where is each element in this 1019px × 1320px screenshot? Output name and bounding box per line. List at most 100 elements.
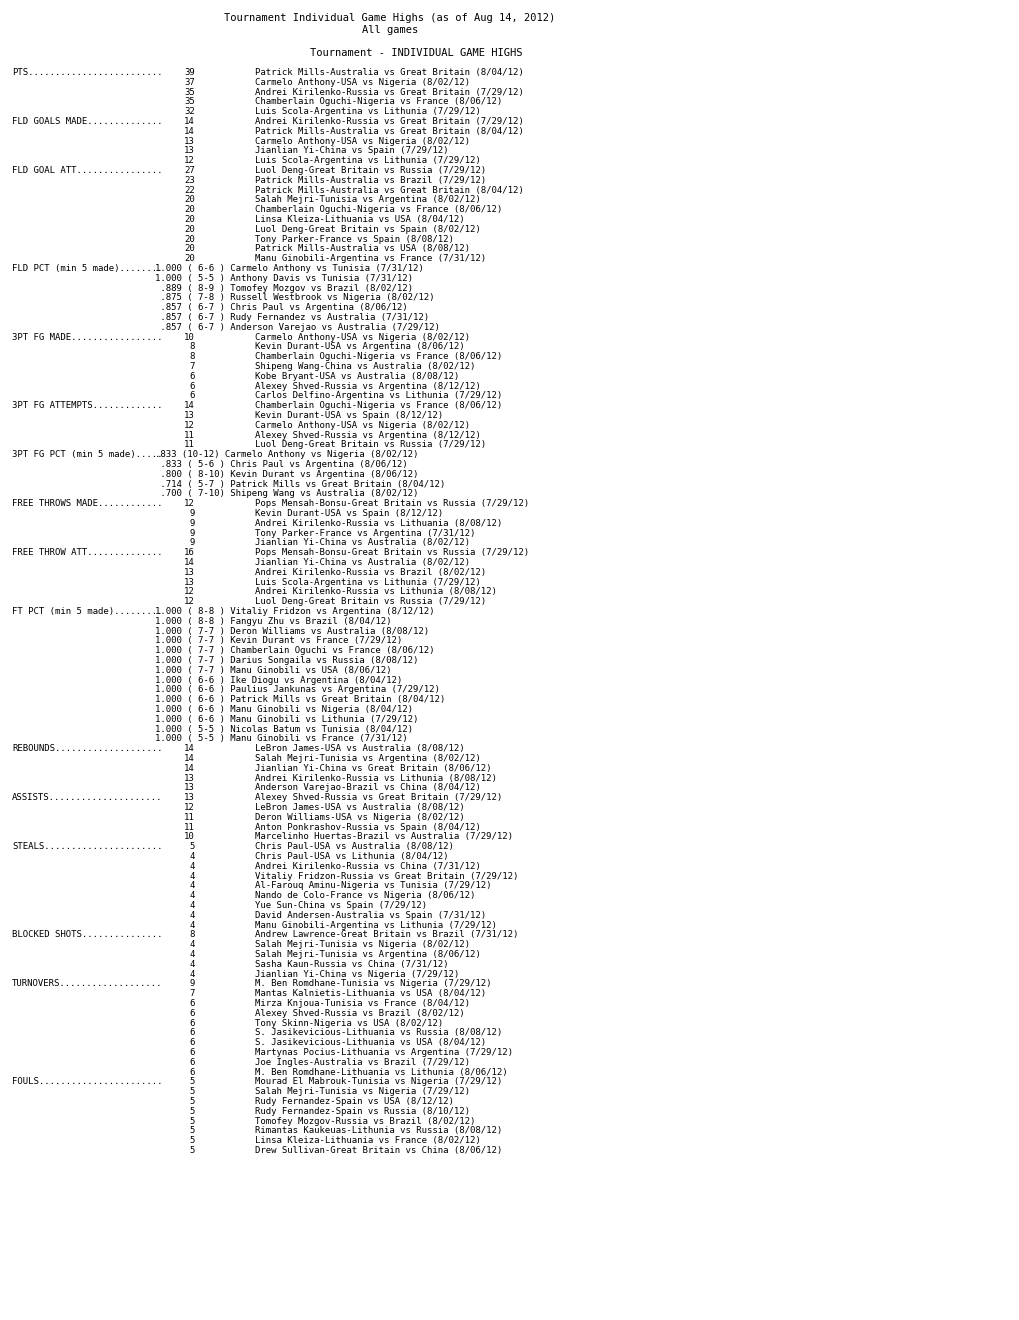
Text: 6: 6	[190, 1068, 195, 1077]
Text: Deron Williams-USA vs Nigeria (8/02/12): Deron Williams-USA vs Nigeria (8/02/12)	[255, 813, 465, 822]
Text: 9: 9	[190, 528, 195, 537]
Text: 20: 20	[184, 215, 195, 224]
Text: 35: 35	[184, 98, 195, 107]
Text: 14: 14	[184, 744, 195, 754]
Text: 20: 20	[184, 255, 195, 263]
Text: FLD GOAL ATT................: FLD GOAL ATT................	[12, 166, 162, 176]
Text: Anderson Varejao-Brazil vs China (8/04/12): Anderson Varejao-Brazil vs China (8/04/1…	[255, 783, 480, 792]
Text: 7: 7	[190, 362, 195, 371]
Text: 6: 6	[190, 1048, 195, 1057]
Text: 14: 14	[184, 401, 195, 411]
Text: Andrei Kirilenko-Russia vs Brazil (8/02/12): Andrei Kirilenko-Russia vs Brazil (8/02/…	[255, 568, 486, 577]
Text: 5: 5	[190, 1137, 195, 1146]
Text: 4: 4	[190, 940, 195, 949]
Text: Alexey Shved-Russia vs Great Britain (7/29/12): Alexey Shved-Russia vs Great Britain (7/…	[255, 793, 501, 803]
Text: 5: 5	[190, 1117, 195, 1126]
Text: FLD PCT (min 5 made)........: FLD PCT (min 5 made)........	[12, 264, 162, 273]
Text: REBOUNDS....................: REBOUNDS....................	[12, 744, 162, 754]
Text: Manu Ginobili-Argentina vs France (7/31/12): Manu Ginobili-Argentina vs France (7/31/…	[255, 255, 486, 263]
Text: Linsa Kleiza-Lithuania vs USA (8/04/12): Linsa Kleiza-Lithuania vs USA (8/04/12)	[255, 215, 465, 224]
Text: FLD GOALS MADE..............: FLD GOALS MADE..............	[12, 117, 162, 125]
Text: 1.000 ( 7-7 ) Kevin Durant vs France (7/29/12): 1.000 ( 7-7 ) Kevin Durant vs France (7/…	[155, 636, 401, 645]
Text: 9: 9	[190, 510, 195, 517]
Text: 10: 10	[184, 333, 195, 342]
Text: Shipeng Wang-China vs Australia (8/02/12): Shipeng Wang-China vs Australia (8/02/12…	[255, 362, 475, 371]
Text: Tournament - INDIVIDUAL GAME HIGHS: Tournament - INDIVIDUAL GAME HIGHS	[310, 48, 522, 58]
Text: 9: 9	[190, 979, 195, 989]
Text: Rudy Fernandez-Spain vs Russia (8/10/12): Rudy Fernandez-Spain vs Russia (8/10/12)	[255, 1106, 470, 1115]
Text: 4: 4	[190, 960, 195, 969]
Text: 1.000 ( 7-7 ) Darius Songaila vs Russia (8/08/12): 1.000 ( 7-7 ) Darius Songaila vs Russia …	[155, 656, 418, 665]
Text: Andrei Kirilenko-Russia vs Lithunia (8/08/12): Andrei Kirilenko-Russia vs Lithunia (8/0…	[255, 774, 496, 783]
Text: Salah Mejri-Tunisia vs Nigeria (8/02/12): Salah Mejri-Tunisia vs Nigeria (8/02/12)	[255, 940, 470, 949]
Text: 4: 4	[190, 902, 195, 909]
Text: M. Ben Romdhane-Tunisia vs Nigeria (7/29/12): M. Ben Romdhane-Tunisia vs Nigeria (7/29…	[255, 979, 491, 989]
Text: 5: 5	[190, 1088, 195, 1096]
Text: 12: 12	[184, 156, 195, 165]
Text: STEALS......................: STEALS......................	[12, 842, 162, 851]
Text: 14: 14	[184, 754, 195, 763]
Text: Yue Sun-China vs Spain (7/29/12): Yue Sun-China vs Spain (7/29/12)	[255, 902, 427, 909]
Text: FOULS.......................: FOULS.......................	[12, 1077, 162, 1086]
Text: Andrei Kirilenko-Russia vs China (7/31/12): Andrei Kirilenko-Russia vs China (7/31/1…	[255, 862, 480, 871]
Text: Patrick Mills-Australia vs Great Britain (8/04/12): Patrick Mills-Australia vs Great Britain…	[255, 127, 523, 136]
Text: 4: 4	[190, 970, 195, 978]
Text: 1.000 ( 6-6 ) Carmelo Anthony vs Tunisia (7/31/12): 1.000 ( 6-6 ) Carmelo Anthony vs Tunisia…	[155, 264, 423, 273]
Text: 6: 6	[190, 381, 195, 391]
Text: 39: 39	[184, 69, 195, 77]
Text: .857 ( 6-7 ) Rudy Fernandez vs Australia (7/31/12): .857 ( 6-7 ) Rudy Fernandez vs Australia…	[155, 313, 429, 322]
Text: Tomofey Mozgov-Russia vs Brazil (8/02/12): Tomofey Mozgov-Russia vs Brazil (8/02/12…	[255, 1117, 475, 1126]
Text: 6: 6	[190, 372, 195, 380]
Text: Rudy Fernandez-Spain vs USA (8/12/12): Rudy Fernandez-Spain vs USA (8/12/12)	[255, 1097, 453, 1106]
Text: Alexey Shved-Russia vs Argentina (8/12/12): Alexey Shved-Russia vs Argentina (8/12/1…	[255, 430, 480, 440]
Text: 1.000 ( 5-5 ) Manu Ginobili vs France (7/31/12): 1.000 ( 5-5 ) Manu Ginobili vs France (7…	[155, 734, 408, 743]
Text: .833 ( 5-6 ) Chris Paul vs Argentina (8/06/12): .833 ( 5-6 ) Chris Paul vs Argentina (8/…	[155, 459, 408, 469]
Text: Kevin Durant-USA vs Spain (8/12/12): Kevin Durant-USA vs Spain (8/12/12)	[255, 411, 442, 420]
Text: 13: 13	[184, 793, 195, 803]
Text: 4: 4	[190, 871, 195, 880]
Text: 6: 6	[190, 1039, 195, 1047]
Text: 6: 6	[190, 999, 195, 1008]
Text: Andrei Kirilenko-Russia vs Lithunia (8/08/12): Andrei Kirilenko-Russia vs Lithunia (8/0…	[255, 587, 496, 597]
Text: Tony Parker-France vs Argentina (7/31/12): Tony Parker-France vs Argentina (7/31/12…	[255, 528, 475, 537]
Text: 1.000 ( 6-6 ) Manu Ginobili vs Lithunia (7/29/12): 1.000 ( 6-6 ) Manu Ginobili vs Lithunia …	[155, 715, 418, 723]
Text: Sasha Kaun-Russia vs China (7/31/12): Sasha Kaun-Russia vs China (7/31/12)	[255, 960, 448, 969]
Text: 13: 13	[184, 783, 195, 792]
Text: 20: 20	[184, 224, 195, 234]
Text: 1.000 ( 7-7 ) Chamberlain Oguchi vs France (8/06/12): 1.000 ( 7-7 ) Chamberlain Oguchi vs Fran…	[155, 647, 434, 655]
Text: Joe Ingles-Australia vs Brazil (7/29/12): Joe Ingles-Australia vs Brazil (7/29/12)	[255, 1057, 470, 1067]
Text: 20: 20	[184, 195, 195, 205]
Text: All games: All games	[362, 25, 418, 36]
Text: 4: 4	[190, 950, 195, 960]
Text: 3PT FG ATTEMPTS.............: 3PT FG ATTEMPTS.............	[12, 401, 162, 411]
Text: 14: 14	[184, 127, 195, 136]
Text: 35: 35	[184, 87, 195, 96]
Text: David Andersen-Australia vs Spain (7/31/12): David Andersen-Australia vs Spain (7/31/…	[255, 911, 486, 920]
Text: 6: 6	[190, 1019, 195, 1027]
Text: Jianlian Yi-China vs Australia (8/02/12): Jianlian Yi-China vs Australia (8/02/12)	[255, 539, 470, 548]
Text: ASSISTS.....................: ASSISTS.....................	[12, 793, 162, 803]
Text: Anton Ponkrashov-Russia vs Spain (8/04/12): Anton Ponkrashov-Russia vs Spain (8/04/1…	[255, 822, 480, 832]
Text: Kobe Bryant-USA vs Australia (8/08/12): Kobe Bryant-USA vs Australia (8/08/12)	[255, 372, 459, 380]
Text: PTS.........................: PTS.........................	[12, 69, 162, 77]
Text: M. Ben Romdhane-Lithuania vs Lithunia (8/06/12): M. Ben Romdhane-Lithuania vs Lithunia (8…	[255, 1068, 507, 1077]
Text: Al-Farouq Aminu-Nigeria vs Tunisia (7/29/12): Al-Farouq Aminu-Nigeria vs Tunisia (7/29…	[255, 882, 491, 891]
Text: Tony Skinn-Nigeria vs USA (8/02/12): Tony Skinn-Nigeria vs USA (8/02/12)	[255, 1019, 442, 1027]
Text: 11: 11	[184, 430, 195, 440]
Text: 16: 16	[184, 548, 195, 557]
Text: 12: 12	[184, 421, 195, 430]
Text: 14: 14	[184, 764, 195, 772]
Text: 1.000 ( 5-5 ) Anthony Davis vs Tunisia (7/31/12): 1.000 ( 5-5 ) Anthony Davis vs Tunisia (…	[155, 273, 413, 282]
Text: 4: 4	[190, 911, 195, 920]
Text: 5: 5	[190, 1146, 195, 1155]
Text: 7: 7	[190, 989, 195, 998]
Text: Andrei Kirilenko-Russia vs Great Britain (7/29/12): Andrei Kirilenko-Russia vs Great Britain…	[255, 87, 523, 96]
Text: 10: 10	[184, 833, 195, 841]
Text: Patrick Mills-Australia vs Great Britain (8/04/12): Patrick Mills-Australia vs Great Britain…	[255, 69, 523, 77]
Text: 1.000 ( 8-8 ) Vitaliy Fridzon vs Argentina (8/12/12): 1.000 ( 8-8 ) Vitaliy Fridzon vs Argenti…	[155, 607, 434, 616]
Text: Alexey Shved-Russia vs Brazil (8/02/12): Alexey Shved-Russia vs Brazil (8/02/12)	[255, 1008, 465, 1018]
Text: Pops Mensah-Bonsu-Great Britain vs Russia (7/29/12): Pops Mensah-Bonsu-Great Britain vs Russi…	[255, 548, 529, 557]
Text: Salah Mejri-Tunisia vs Nigeria (7/29/12): Salah Mejri-Tunisia vs Nigeria (7/29/12)	[255, 1088, 470, 1096]
Text: Luis Scola-Argentina vs Lithunia (7/29/12): Luis Scola-Argentina vs Lithunia (7/29/1…	[255, 107, 480, 116]
Text: Carmelo Anthony-USA vs Nigeria (8/02/12): Carmelo Anthony-USA vs Nigeria (8/02/12)	[255, 333, 470, 342]
